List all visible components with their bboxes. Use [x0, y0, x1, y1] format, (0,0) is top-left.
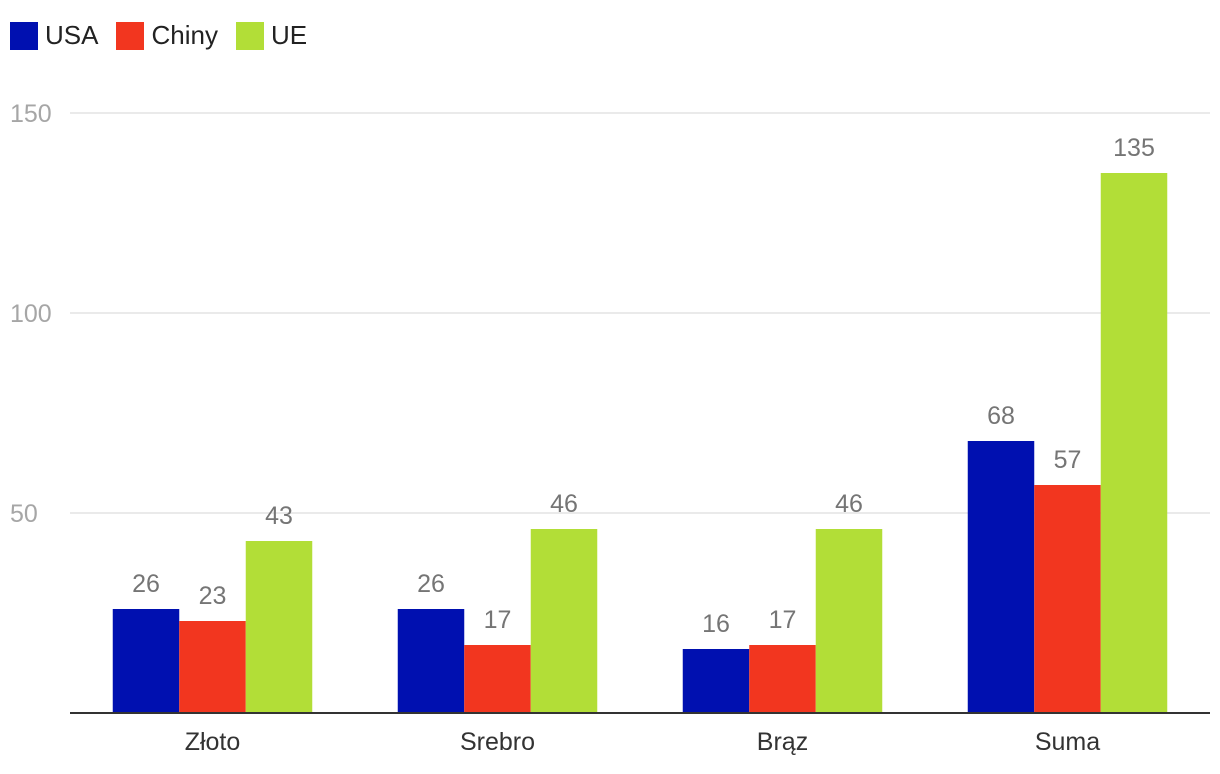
legend-label-usa: USA [45, 20, 99, 50]
value-label-usa-zloto: 26 [132, 570, 160, 598]
bar-ue-zloto [245, 541, 313, 713]
bar-ue-srebro [530, 529, 598, 713]
legend-swatch-usa [10, 21, 38, 50]
legend-item-chiny: Chiny [116, 20, 218, 51]
bar-chiny-zloto [179, 621, 246, 713]
legend-label-ue: UE [270, 20, 308, 50]
x-tick-label-suma: Suma [1035, 728, 1100, 756]
value-label-chiny-suma: 57 [1054, 446, 1082, 474]
x-tick-label-braz: Brąz [757, 728, 808, 756]
x-tick-label-srebro: Srebro [460, 728, 535, 756]
legend-item-ue: UE [235, 20, 308, 51]
bar-ue-braz [815, 529, 883, 713]
y-tick-label-50: 50 [10, 500, 38, 528]
bar-usa-suma [967, 441, 1035, 713]
bar-usa-braz [682, 649, 750, 713]
bar-chiny-srebro [464, 645, 531, 713]
value-label-chiny-zloto: 23 [199, 582, 227, 610]
x-tick-label-zloto: Złoto [185, 728, 241, 756]
bar-chiny-suma [1034, 485, 1101, 713]
value-label-ue-suma: 135 [1113, 134, 1155, 162]
value-label-chiny-srebro: 17 [484, 606, 512, 634]
bar-chiny-braz [749, 645, 816, 713]
bar-usa-srebro [397, 609, 465, 713]
legend-label-chiny: Chiny [151, 20, 218, 50]
value-label-ue-braz: 46 [835, 490, 863, 518]
value-label-ue-zloto: 43 [265, 502, 293, 530]
bar-ue-suma [1100, 173, 1168, 713]
legend-swatch-ue [235, 21, 264, 50]
bar-usa-zloto [112, 609, 180, 713]
value-label-chiny-braz: 17 [769, 606, 797, 634]
value-label-usa-srebro: 26 [417, 570, 445, 598]
value-label-ue-srebro: 46 [550, 490, 578, 518]
value-label-usa-braz: 16 [702, 610, 730, 638]
y-tick-label-100: 100 [10, 300, 52, 328]
legend-item-usa: USA [10, 20, 98, 51]
y-tick-label-150: 150 [10, 100, 52, 128]
chart-legend: USA Chiny UE [10, 20, 325, 51]
value-label-usa-suma: 68 [987, 402, 1015, 430]
legend-swatch-chiny [116, 21, 145, 50]
